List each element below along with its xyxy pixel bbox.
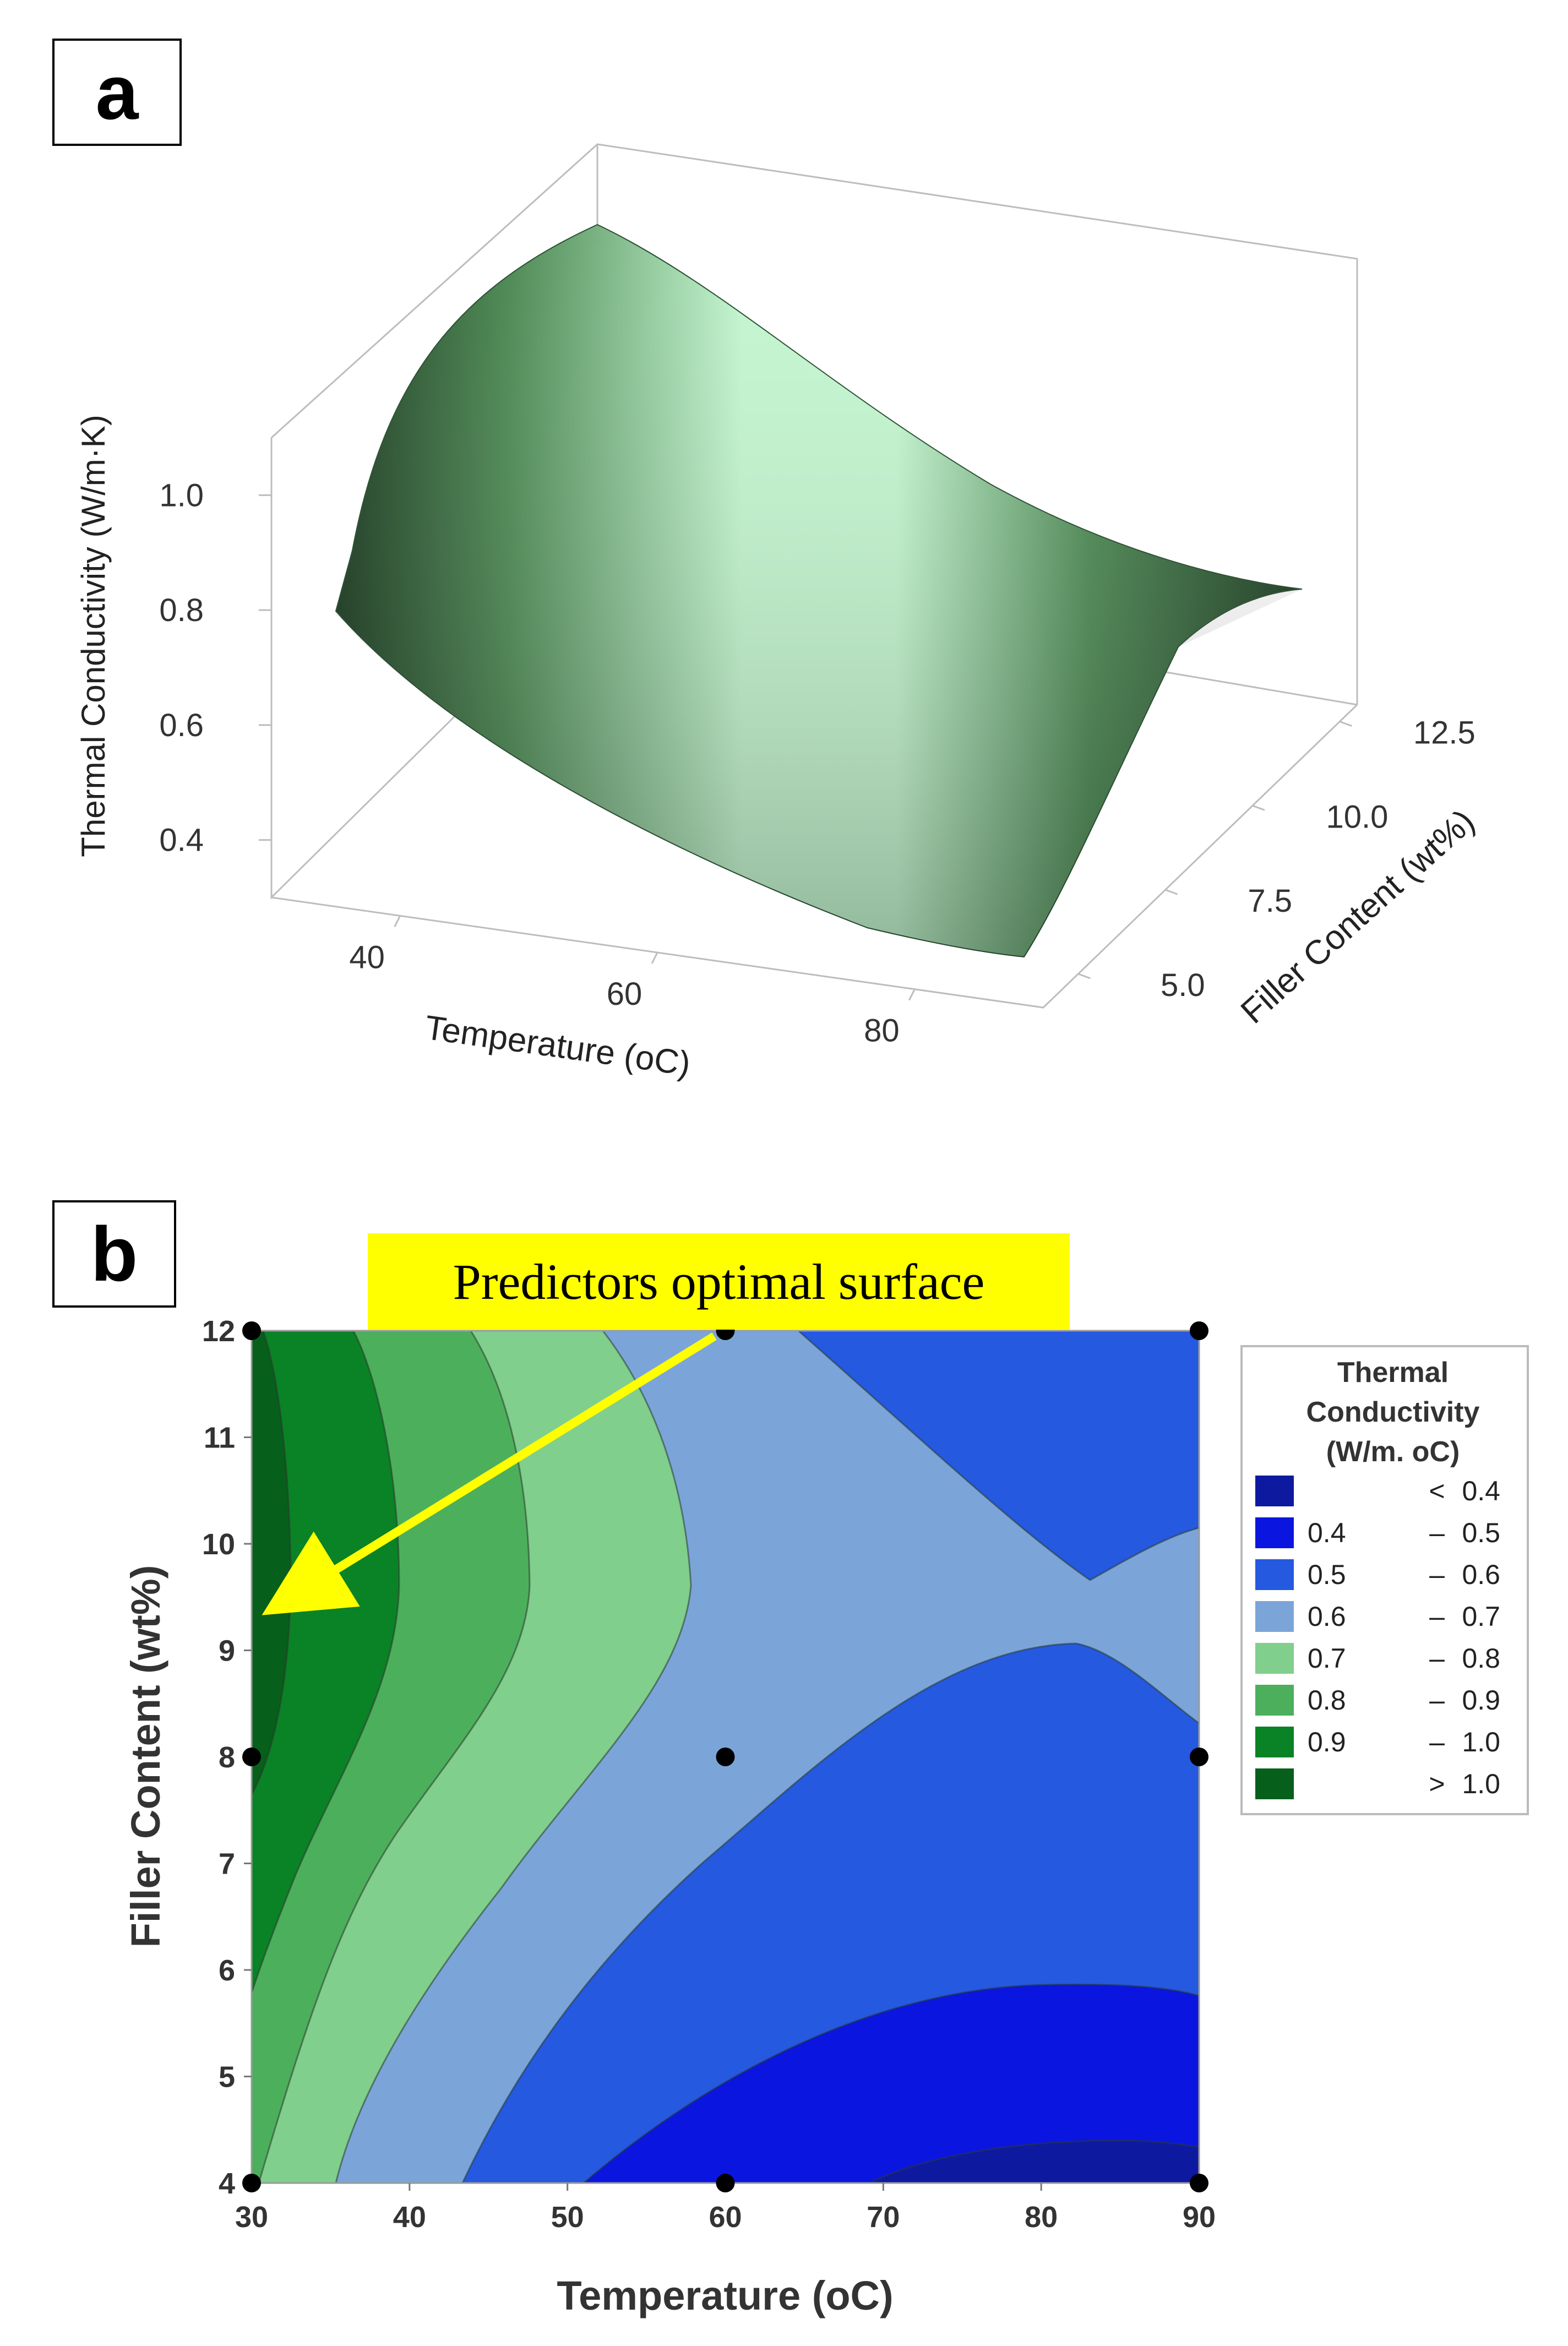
legend-high: 1.0 bbox=[1462, 1768, 1500, 1799]
legend-sep: < bbox=[1429, 1476, 1445, 1506]
y-tick-mark bbox=[1252, 804, 1265, 811]
y-tick-label: 11 bbox=[204, 1422, 235, 1455]
legend-sep: – bbox=[1429, 1643, 1445, 1674]
y-tick-label: 10 bbox=[202, 1528, 235, 1561]
x-axis-label: Temperature (oC) bbox=[557, 2273, 893, 2318]
legend-sep: – bbox=[1429, 1601, 1445, 1632]
legend-low: 0.8 bbox=[1308, 1685, 1346, 1716]
legend-sep: – bbox=[1429, 1727, 1445, 1757]
x-tick-label: 40 bbox=[349, 939, 385, 975]
y-tick-label: 12 bbox=[202, 1315, 235, 1348]
legend-title-line: Conductivity bbox=[1306, 1396, 1480, 1428]
z-axis-ticks: 0.4 0.6 0.8 1.0 bbox=[159, 477, 271, 858]
z-tick-label: 1.0 bbox=[159, 477, 204, 513]
z-tick-label: 0.6 bbox=[159, 707, 204, 743]
y-axis-ticks: 5.0 7.5 10.0 12.5 bbox=[1077, 715, 1476, 1003]
legend-low: 0.5 bbox=[1308, 1559, 1346, 1590]
legend-swatch bbox=[1255, 1685, 1294, 1716]
x-tick-label: 70 bbox=[867, 2201, 900, 2234]
design-point bbox=[242, 1321, 261, 1340]
legend-high: 0.9 bbox=[1462, 1685, 1500, 1716]
legend-title-line: Thermal bbox=[1337, 1357, 1449, 1389]
design-point bbox=[1190, 1321, 1208, 1340]
y-tick-label: 8 bbox=[219, 1741, 235, 1774]
design-point bbox=[716, 1748, 735, 1766]
panel-b-label: b bbox=[52, 1200, 176, 1308]
surface-plot: 0.4 0.6 0.8 1.0 40 60 80 5.0 7.5 10.0 12.5 Therm… bbox=[75, 143, 1482, 1084]
legend-swatch bbox=[1255, 1727, 1294, 1757]
x-tick-mark bbox=[908, 988, 916, 1001]
legend-low: 0.4 bbox=[1308, 1517, 1346, 1548]
legend-sep: – bbox=[1429, 1517, 1445, 1548]
x-tick-label: 50 bbox=[551, 2201, 584, 2234]
legend-low: 0.6 bbox=[1308, 1601, 1346, 1632]
legend-high: 1.0 bbox=[1462, 1727, 1500, 1757]
callout-arrow bbox=[262, 1332, 717, 1615]
y-tick-label: 9 bbox=[219, 1635, 235, 1668]
panel-a-label: a bbox=[52, 39, 182, 146]
x-axis-ticks: 40 60 80 bbox=[349, 915, 916, 1049]
legend-swatch bbox=[1255, 1559, 1294, 1590]
region-0.4-0.5 bbox=[584, 1984, 1199, 2183]
x-tick-label: 90 bbox=[1183, 2201, 1216, 2234]
y-tick-label: 6 bbox=[219, 1954, 235, 1987]
x-axis-ticks: 30 40 50 60 70 80 90 bbox=[235, 2183, 1216, 2234]
x-tick-label: 40 bbox=[393, 2201, 426, 2234]
x-tick-label: 80 bbox=[1025, 2201, 1058, 2234]
legend-low: 0.9 bbox=[1308, 1727, 1346, 1757]
legend-high: 0.7 bbox=[1462, 1601, 1500, 1632]
x-tick-mark bbox=[651, 952, 658, 964]
legend-low: 0.7 bbox=[1308, 1643, 1346, 1674]
x-tick-label: 30 bbox=[235, 2201, 268, 2234]
legend-sep: > bbox=[1429, 1768, 1445, 1799]
y-axis-label: Filler Content (wt%) bbox=[123, 1565, 168, 1948]
legend-high: 0.8 bbox=[1462, 1643, 1500, 1674]
legend-swatch bbox=[1255, 1601, 1294, 1632]
legend-swatch bbox=[1255, 1768, 1294, 1799]
legend-title-line: (W/m. oC) bbox=[1326, 1436, 1460, 1468]
y-tick-mark bbox=[1077, 973, 1091, 979]
design-point bbox=[1190, 2174, 1208, 2192]
z-axis-label: Thermal Conductivity (W/m·K) bbox=[75, 415, 112, 857]
legend-title: Thermal Conductivity (W/m. oC) bbox=[1306, 1357, 1480, 1468]
y-tick-label: 5 bbox=[219, 2061, 235, 2094]
z-tick-label: 0.4 bbox=[159, 823, 204, 858]
x-axis-label: Temperature (oC) bbox=[423, 1009, 693, 1084]
legend-high: 0.5 bbox=[1462, 1517, 1500, 1548]
design-point bbox=[716, 2174, 735, 2192]
design-point bbox=[242, 2174, 261, 2192]
design-point bbox=[242, 1748, 261, 1766]
legend-high: 0.4 bbox=[1462, 1476, 1500, 1506]
callout-label: Predictors optimal surface bbox=[368, 1233, 1070, 1330]
z-tick-label: 0.8 bbox=[159, 592, 204, 628]
legend-high: 0.6 bbox=[1462, 1559, 1500, 1590]
y-tick-label: 10.0 bbox=[1326, 799, 1389, 835]
legend-swatch bbox=[1255, 1476, 1294, 1506]
contour-plot: 30 40 50 60 70 80 90 4 5 6 7 8 9 10 11 12 Temperature … bbox=[123, 1315, 1529, 2318]
legend-sep: – bbox=[1429, 1559, 1445, 1590]
legend-swatch bbox=[1255, 1643, 1294, 1674]
y-tick-label: 4 bbox=[219, 2167, 235, 2200]
legend-sep: – bbox=[1429, 1685, 1445, 1716]
x-tick-mark bbox=[394, 915, 401, 928]
y-tick-label: 7 bbox=[219, 1848, 235, 1881]
x-tick-label: 60 bbox=[709, 2201, 742, 2234]
y-tick-label: 5.0 bbox=[1161, 967, 1205, 1003]
design-point bbox=[1190, 1748, 1208, 1766]
y-tick-label: 12.5 bbox=[1413, 715, 1476, 751]
x-tick-label: 60 bbox=[607, 976, 643, 1012]
legend-items: <0.40.4–0.50.5–0.60.6–0.70.7–0.80.8–0.90… bbox=[1255, 1476, 1500, 1799]
y-axis-ticks: 4 5 6 7 8 9 10 11 12 bbox=[202, 1315, 252, 2200]
region-below-0.4 bbox=[870, 2140, 1199, 2183]
y-tick-mark bbox=[1165, 889, 1178, 895]
y-tick-label: 7.5 bbox=[1248, 883, 1292, 919]
legend-swatch bbox=[1255, 1517, 1294, 1548]
y-tick-mark bbox=[1339, 721, 1352, 727]
x-tick-label: 80 bbox=[864, 1013, 900, 1049]
